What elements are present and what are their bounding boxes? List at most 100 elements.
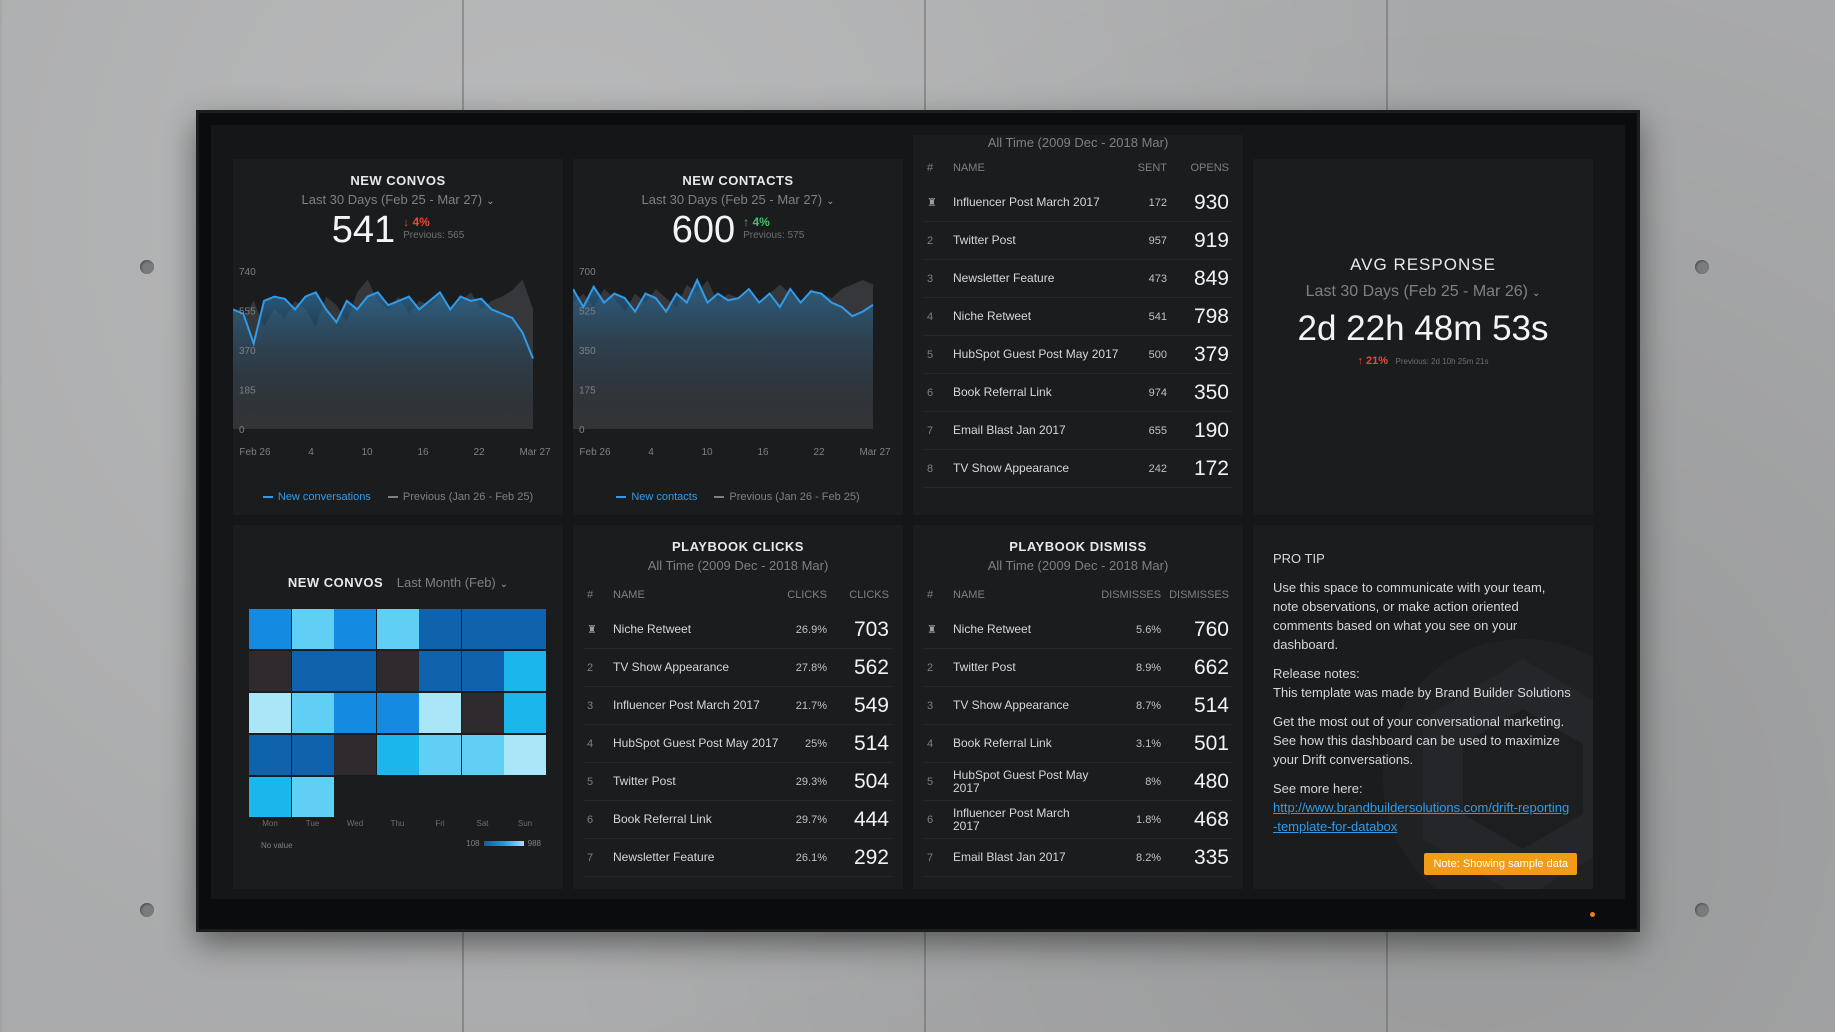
- table-row[interactable]: 3 Newsletter Feature 473 849: [923, 259, 1233, 298]
- heatmap-cell[interactable]: [334, 651, 376, 691]
- legend-current-label: New conversations: [277, 491, 371, 503]
- column-header[interactable]: #: [587, 589, 594, 601]
- table-row[interactable]: 5 Twitter Post 29.3% 504: [583, 762, 893, 801]
- table-row[interactable]: 2 Twitter Post 957 919: [923, 221, 1233, 260]
- template-link[interactable]: http://www.brandbuildersolutions.com/dri…: [1273, 800, 1570, 834]
- heatmap-cell[interactable]: [504, 693, 546, 733]
- y-tick-label: 555: [239, 307, 256, 318]
- table-row[interactable]: 8 TV Show Appearance 242 172: [923, 449, 1233, 488]
- heatmap-day-label: Fri: [435, 819, 445, 828]
- table-row[interactable]: 7 Newsletter Feature 26.1% 292: [583, 838, 893, 877]
- heatmap-cell[interactable]: [334, 693, 376, 733]
- table-row[interactable]: 4 Niche Retweet 541 798: [923, 297, 1233, 336]
- wall-hole: [140, 903, 154, 917]
- heatmap-cell[interactable]: [291, 735, 334, 775]
- heatmap-cell[interactable]: [504, 651, 546, 691]
- heatmap-cell[interactable]: [419, 693, 461, 733]
- row-total: 504: [831, 762, 893, 801]
- row-total: 930: [1171, 184, 1233, 222]
- table-row[interactable]: 4 Book Referral Link 3.1% 501: [923, 724, 1233, 763]
- power-led-icon: [1590, 912, 1595, 917]
- column-header[interactable]: #: [927, 162, 934, 174]
- playbook-clicks-tile[interactable]: PLAYBOOK CLICKS All Time (2009 Dec - 201…: [573, 525, 903, 889]
- column-header[interactable]: CLICKS: [849, 589, 889, 601]
- heatmap-cell[interactable]: [504, 735, 546, 775]
- table-row[interactable]: 5 HubSpot Guest Post May 2017 8% 480: [923, 762, 1233, 801]
- row-name: Twitter Post: [949, 221, 1132, 260]
- column-header[interactable]: SENT: [1137, 162, 1167, 174]
- table-row[interactable]: ♜ Niche Retweet 5.6% 760: [923, 611, 1233, 649]
- heatmap-cell[interactable]: [291, 609, 334, 649]
- heatmap-cell[interactable]: [249, 693, 291, 733]
- heatmap-cell[interactable]: [376, 693, 419, 733]
- date-range-selector[interactable]: Last 30 Days (Feb 25 - Mar 26) ⌄: [1253, 283, 1593, 301]
- heatmap-cell[interactable]: [461, 693, 504, 733]
- wall-hole: [1695, 903, 1709, 917]
- current-series-area: [573, 280, 873, 429]
- date-range-selector[interactable]: Last 30 Days (Feb 25 - Mar 27) ⌄: [233, 192, 563, 207]
- table-row[interactable]: ♜ Influencer Post March 2017 172 930: [923, 184, 1233, 222]
- new-convos-heatmap-tile[interactable]: NEW CONVOS Last Month (Feb) ⌄ Mon Tue Wed Th…: [233, 525, 563, 889]
- heatmap-cell[interactable]: [291, 693, 334, 733]
- trophy-icon: ♜: [583, 611, 609, 649]
- date-range-selector[interactable]: Last Month (Feb) ⌄: [397, 575, 508, 590]
- column-header[interactable]: CLICKS: [787, 589, 827, 601]
- table-row[interactable]: 4 HubSpot Guest Post May 2017 25% 514: [583, 724, 893, 763]
- heatmap-cell[interactable]: [376, 651, 419, 691]
- column-header[interactable]: NAME: [613, 589, 645, 601]
- heatmap-cell[interactable]: [291, 651, 334, 691]
- chevron-down-icon: ⌄: [486, 196, 495, 207]
- table-row[interactable]: ♜ Niche Retweet 26.9% 703: [583, 611, 893, 649]
- heatmap-cell[interactable]: [376, 609, 419, 649]
- row-total: 172: [1171, 449, 1233, 488]
- table-row[interactable]: 2 Twitter Post 8.9% 662: [923, 648, 1233, 687]
- heatmap-cell[interactable]: [249, 735, 291, 775]
- sent-opens-tile[interactable]: All Time (2009 Dec - 2018 Mar) # NAME SENT…: [913, 135, 1243, 515]
- heatmap-cell[interactable]: [249, 777, 291, 817]
- see-more-label: See more here:: [1273, 781, 1363, 796]
- heatmap-cell[interactable]: [376, 735, 419, 775]
- new-convos-tile[interactable]: NEW CONVOS Last 30 Days (Feb 25 - Mar 27…: [233, 159, 563, 515]
- heatmap-cell[interactable]: [334, 735, 376, 775]
- column-header[interactable]: OPENS: [1190, 162, 1229, 174]
- heatmap-cell[interactable]: [419, 735, 461, 775]
- heatmap-cell[interactable]: [291, 777, 334, 817]
- avg-response-tile[interactable]: AVG RESPONSE Last 30 Days (Feb 25 - Mar …: [1253, 159, 1593, 515]
- table-row[interactable]: 6 Book Referral Link 29.7% 444: [583, 800, 893, 839]
- heatmap-cell[interactable]: [334, 609, 376, 649]
- pro-tip-tile[interactable]: PRO TIP Use this space to communicate wi…: [1253, 525, 1593, 889]
- new-contacts-tile[interactable]: NEW CONTACTS Last 30 Days (Feb 25 - Mar …: [573, 159, 903, 515]
- heatmap-day-label: Sun: [517, 819, 533, 828]
- heatmap-cell[interactable]: [419, 651, 461, 691]
- table-row[interactable]: 3 TV Show Appearance 8.7% 514: [923, 686, 1233, 725]
- heatmap-cell[interactable]: [504, 609, 546, 649]
- heatmap-header: NEW CONVOS Last Month (Feb) ⌄: [233, 575, 563, 590]
- legend-current: New contacts: [616, 491, 697, 503]
- row-value: 21.7%: [783, 686, 831, 725]
- playbook-dismiss-tile[interactable]: PLAYBOOK DISMISS All Time (2009 Dec - 20…: [913, 525, 1243, 889]
- heatmap-cell[interactable]: [461, 735, 504, 775]
- heatmap-cell[interactable]: [419, 609, 461, 649]
- column-header[interactable]: DISMISSES: [1101, 589, 1162, 601]
- column-header[interactable]: #: [927, 589, 934, 601]
- row-rank: 4: [923, 724, 949, 763]
- column-header[interactable]: DISMISSES: [1169, 589, 1229, 601]
- column-header[interactable]: NAME: [953, 162, 985, 174]
- table-row[interactable]: 2 TV Show Appearance 27.8% 562: [583, 648, 893, 687]
- table-row[interactable]: 7 Email Blast Jan 2017 655 190: [923, 411, 1233, 450]
- table-row[interactable]: 5 HubSpot Guest Post May 2017 500 379: [923, 335, 1233, 374]
- date-range-selector[interactable]: Last 30 Days (Feb 25 - Mar 27) ⌄: [573, 192, 903, 207]
- heatmap-cell[interactable]: [461, 609, 504, 649]
- table-row[interactable]: 3 Influencer Post March 2017 21.7% 549: [583, 686, 893, 725]
- row-name: HubSpot Guest Post May 2017: [949, 762, 1098, 801]
- column-header[interactable]: NAME: [953, 589, 985, 601]
- heatmap-cell[interactable]: [461, 651, 504, 691]
- row-rank: 6: [923, 373, 949, 412]
- table-row[interactable]: 6 Influencer Post March 2017 1.8% 468: [923, 800, 1233, 839]
- y-tick-label: 370: [239, 346, 256, 357]
- heatmap-cell[interactable]: [249, 651, 291, 691]
- heatmap-cell[interactable]: [249, 609, 291, 649]
- row-rank: 8: [923, 449, 949, 488]
- table-row[interactable]: 6 Book Referral Link 974 350: [923, 373, 1233, 412]
- table-row[interactable]: 7 Email Blast Jan 2017 8.2% 335: [923, 838, 1233, 877]
